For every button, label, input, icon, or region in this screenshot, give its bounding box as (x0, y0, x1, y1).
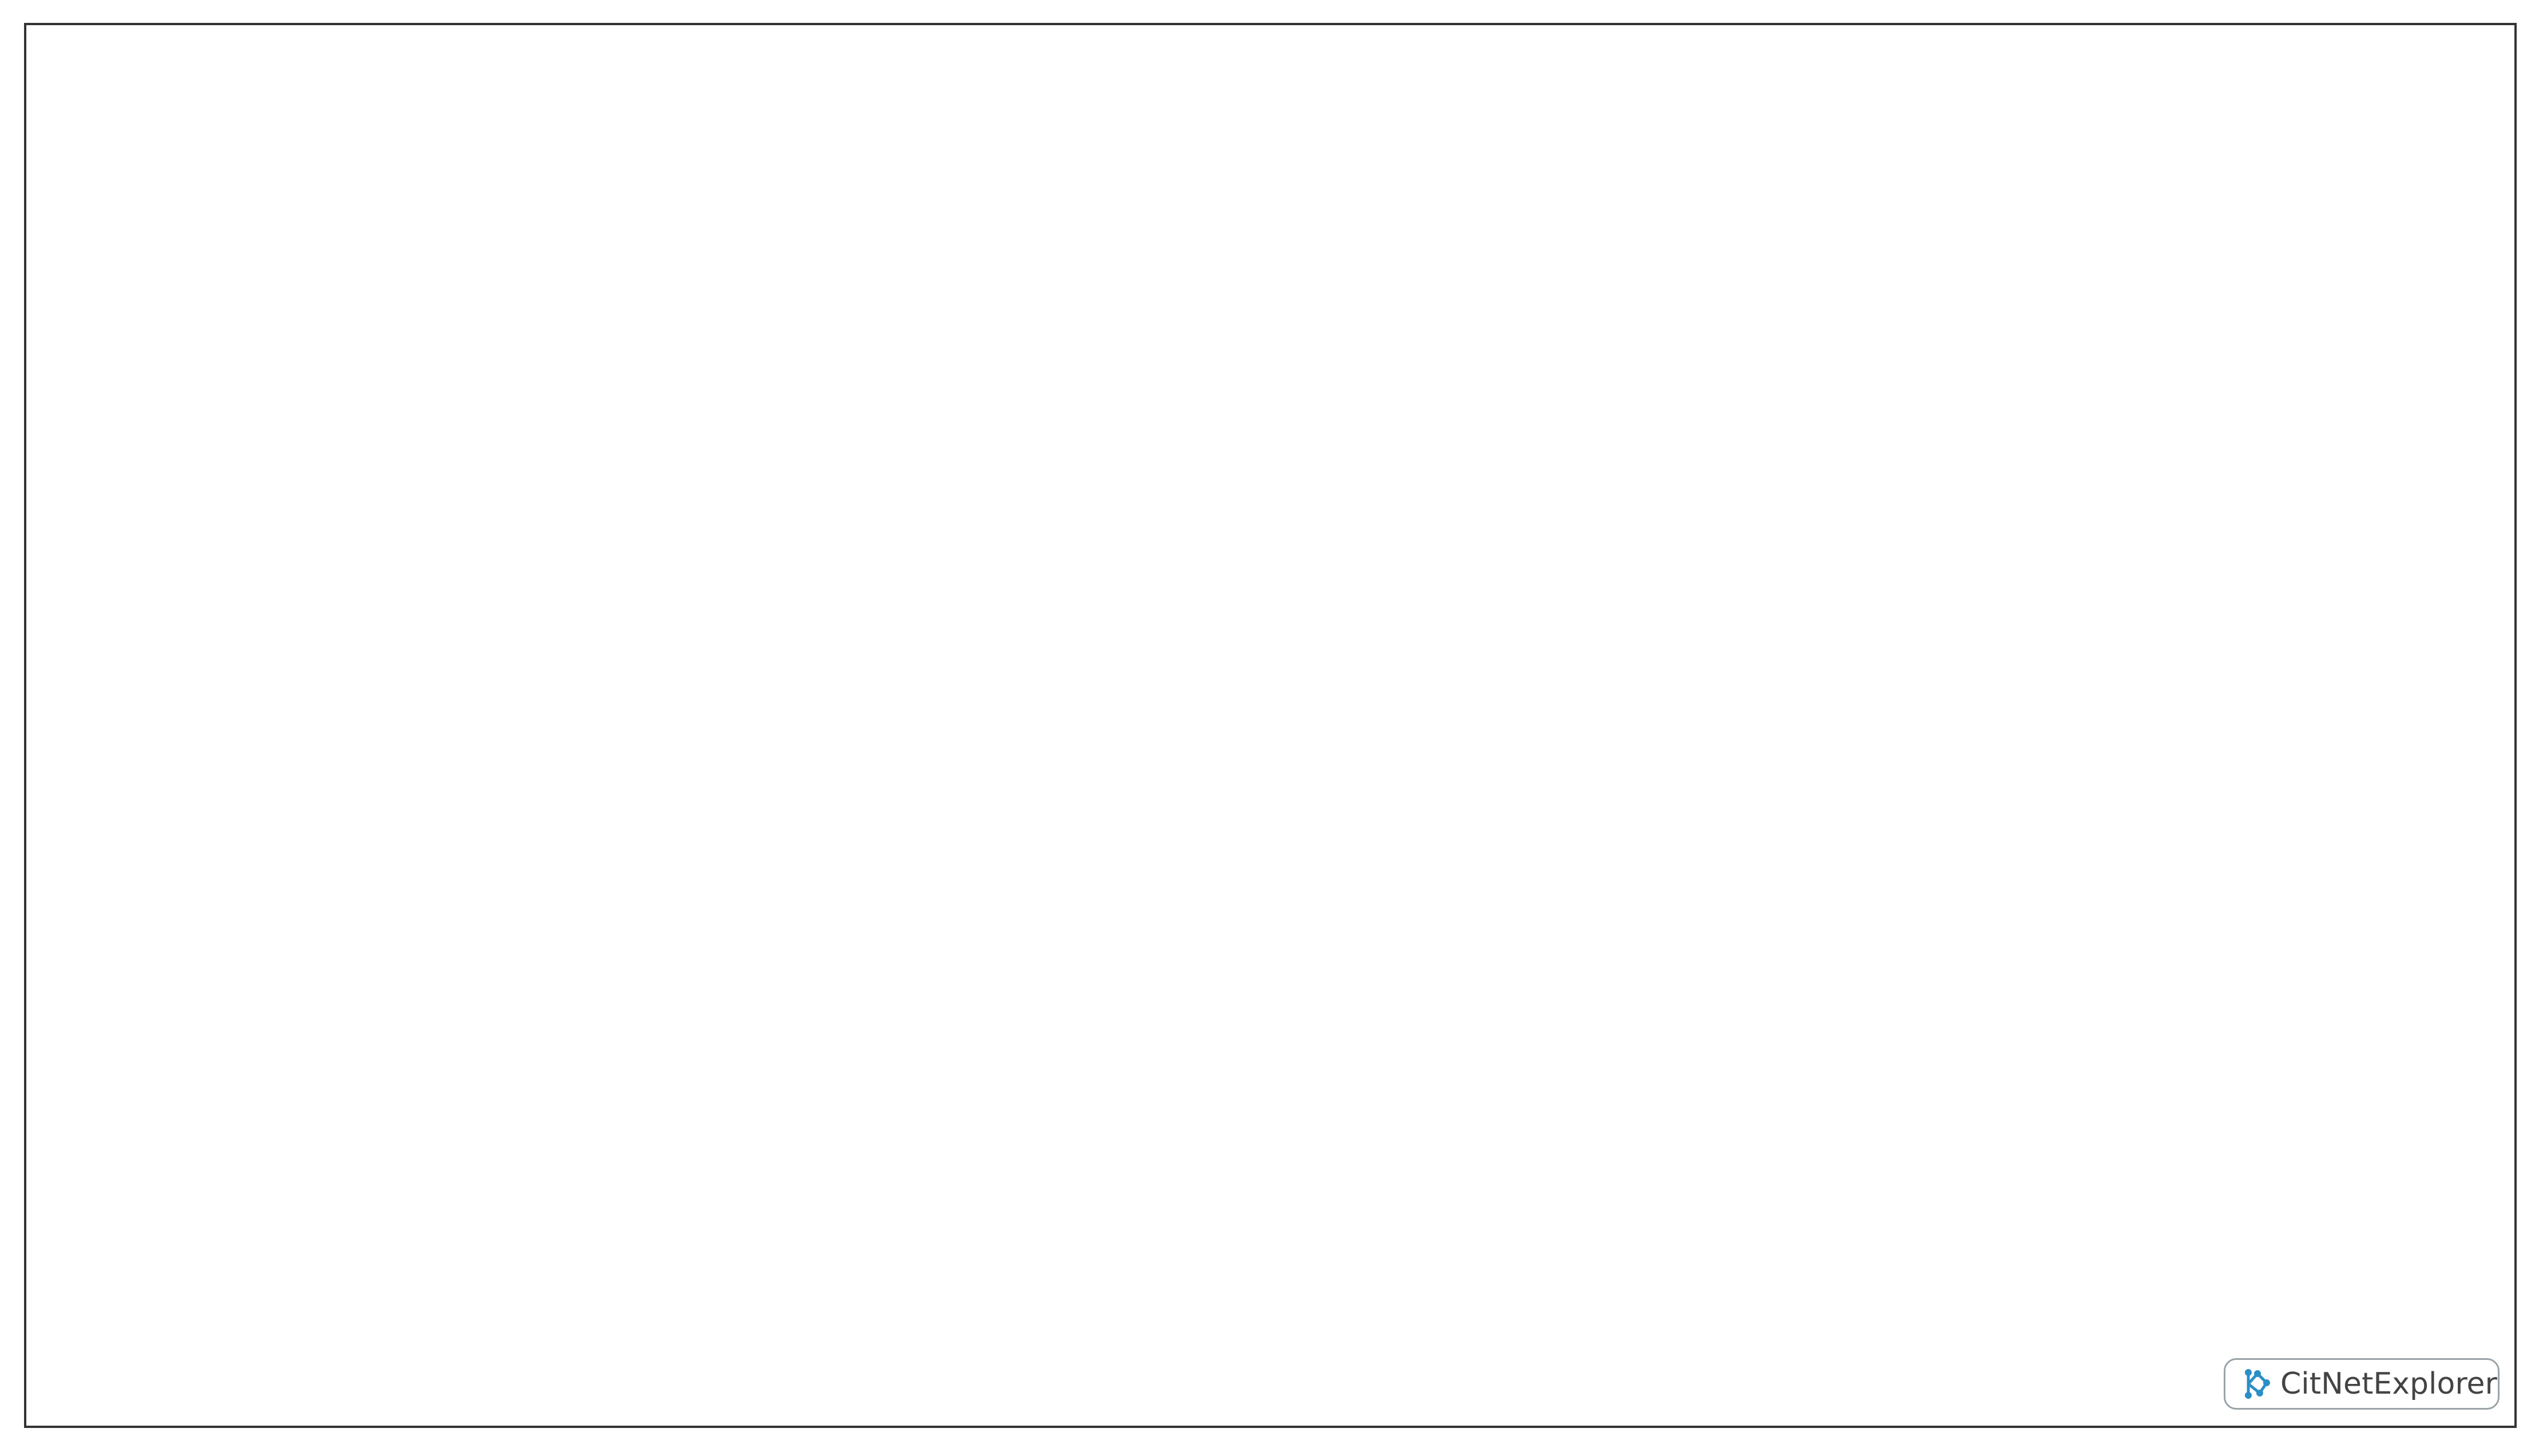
badge-label: CitNetExplorer (2280, 1367, 2497, 1401)
graph-frame (24, 23, 2517, 1428)
citnetexplorer-logo-icon (2245, 1369, 2270, 1399)
citnetexplorer-badge[interactable]: CitNetExplorer (2224, 1358, 2500, 1410)
